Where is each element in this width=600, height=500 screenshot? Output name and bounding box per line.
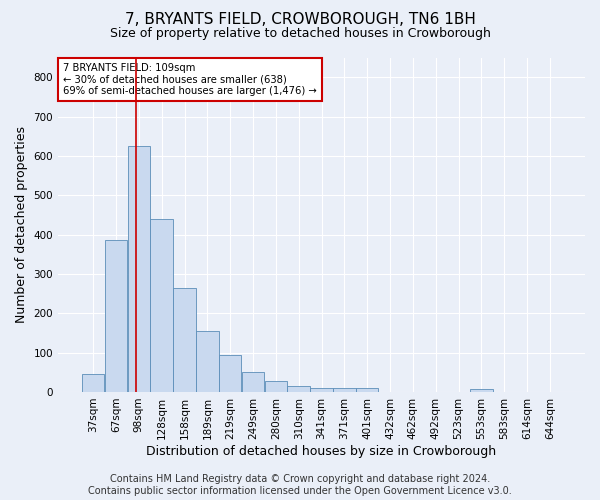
Bar bbox=[219, 354, 241, 392]
Bar bbox=[242, 372, 264, 392]
Bar bbox=[356, 388, 379, 392]
Bar bbox=[128, 146, 150, 392]
Y-axis label: Number of detached properties: Number of detached properties bbox=[15, 126, 28, 323]
Text: Contains HM Land Registry data © Crown copyright and database right 2024.
Contai: Contains HM Land Registry data © Crown c… bbox=[88, 474, 512, 496]
Text: Size of property relative to detached houses in Crowborough: Size of property relative to detached ho… bbox=[110, 28, 490, 40]
X-axis label: Distribution of detached houses by size in Crowborough: Distribution of detached houses by size … bbox=[146, 444, 497, 458]
Bar bbox=[151, 219, 173, 392]
Bar bbox=[173, 288, 196, 392]
Bar bbox=[287, 386, 310, 392]
Text: 7, BRYANTS FIELD, CROWBOROUGH, TN6 1BH: 7, BRYANTS FIELD, CROWBOROUGH, TN6 1BH bbox=[125, 12, 475, 28]
Bar bbox=[310, 388, 333, 392]
Bar bbox=[333, 388, 356, 392]
Text: 7 BRYANTS FIELD: 109sqm
← 30% of detached houses are smaller (638)
69% of semi-d: 7 BRYANTS FIELD: 109sqm ← 30% of detache… bbox=[64, 62, 317, 96]
Bar bbox=[196, 331, 218, 392]
Bar bbox=[470, 389, 493, 392]
Bar bbox=[265, 381, 287, 392]
Bar bbox=[105, 240, 127, 392]
Bar bbox=[82, 374, 104, 392]
